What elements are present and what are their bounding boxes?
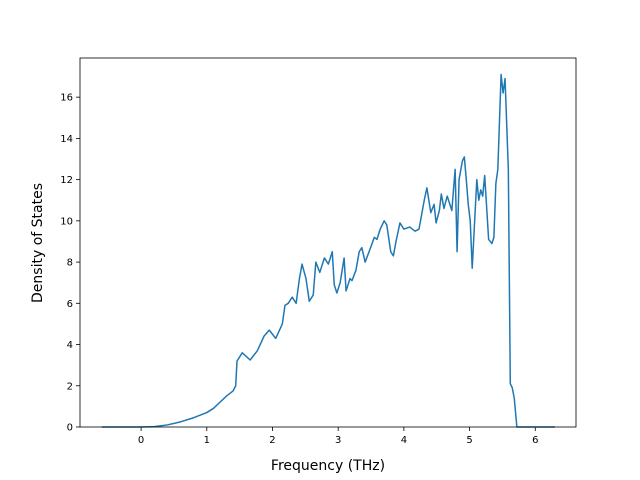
x-tick-label: 1 — [204, 435, 210, 446]
x-tick-label: 3 — [335, 435, 341, 446]
y-tick-label: 8 — [67, 258, 73, 269]
y-tick-label: 0 — [67, 423, 73, 434]
x-tick-label: 4 — [401, 435, 407, 446]
data-line — [101, 73, 555, 428]
x-tick-label: 0 — [138, 435, 144, 446]
y-tick-label: 4 — [67, 340, 73, 351]
y-tick-label: 12 — [60, 175, 73, 186]
y-tick-label: 16 — [60, 93, 73, 104]
y-tick-label: 14 — [60, 134, 73, 145]
x-tick-label: 2 — [269, 435, 275, 446]
x-axis-label: Frequency (THz) — [271, 458, 385, 474]
y-tick-label: 10 — [60, 216, 73, 227]
x-tick-label: 5 — [466, 435, 472, 446]
plot-frame — [79, 57, 577, 428]
y-tick-label: 6 — [67, 299, 73, 310]
y-axis-label: Density of States — [30, 183, 46, 303]
x-tick-label: 6 — [532, 435, 538, 446]
y-tick-label: 2 — [67, 381, 73, 392]
